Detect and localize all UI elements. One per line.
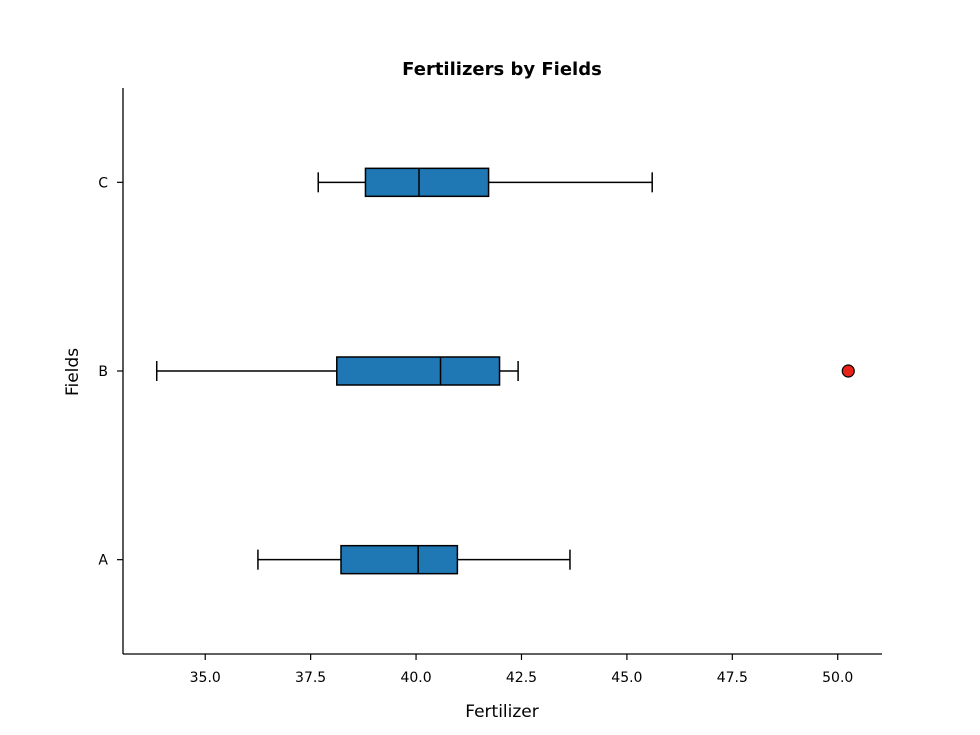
x-axis-ticks: 35.0 37.5 40.0 42.5 45.0 47.5 50.0 [190,654,853,686]
y-tick-label: B [98,364,108,380]
box-group-c [317,167,653,198]
box-iqr [340,544,459,575]
x-axis-label: Fertilizer [465,702,539,722]
box-iqr [364,167,490,198]
y-axis-ticks: A B C [98,175,123,569]
x-tick-label: 45.0 [611,670,642,686]
x-tick-label: 40.0 [400,670,431,686]
box-group-a [257,544,571,575]
box-group-b [155,356,855,386]
x-tick-label: 47.5 [717,670,748,686]
x-tick-label: 37.5 [295,670,326,686]
chart-title: Fertilizers by Fields [402,59,602,80]
x-tick-label: 42.5 [506,670,537,686]
y-tick-label: C [98,175,108,191]
x-tick-label: 35.0 [190,670,221,686]
y-tick-label: A [98,553,108,569]
plot-area [155,167,855,575]
y-axis-label: Fields [63,348,83,396]
outlier-point [841,364,855,378]
x-tick-label: 50.0 [822,670,853,686]
box-iqr [336,356,501,386]
